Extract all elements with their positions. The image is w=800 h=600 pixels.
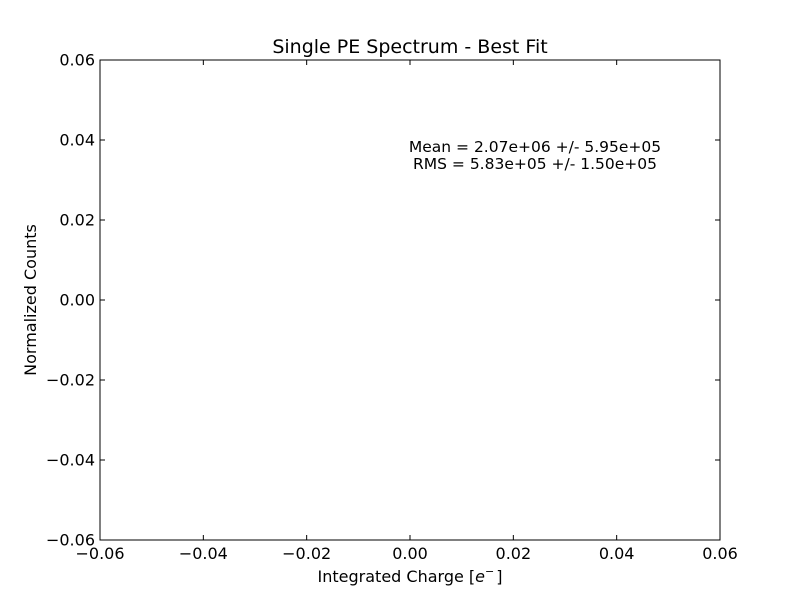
y-axis-ticks (100, 59, 720, 541)
plot-area (99, 59, 721, 541)
x-tick-label: −0.06 (75, 544, 124, 563)
x-tick-label: −0.04 (179, 544, 228, 563)
x-axis-label-superscript: − (485, 565, 494, 578)
chart-title: Single PE Spectrum - Best Fit (272, 36, 547, 58)
y-tick-label: −0.02 (46, 371, 95, 390)
x-axis-label: Integrated Charge [e−] (318, 565, 503, 586)
x-tick-label: 0.06 (702, 544, 738, 563)
x-axis-tick-labels: −0.06 −0.04 −0.02 0.00 0.02 0.04 0.06 (75, 544, 737, 563)
x-tick-label: 0.00 (392, 544, 428, 563)
x-axis-label-text: Integrated Charge [ (318, 567, 476, 586)
x-axis-ticks (99, 60, 721, 540)
x-tick-label: 0.04 (599, 544, 635, 563)
y-tick-label: −0.06 (46, 531, 95, 550)
x-tick-label: 0.02 (496, 544, 532, 563)
y-tick-label: 0.02 (59, 211, 95, 230)
annotation-rms: RMS = 5.83e+05 +/- 1.50e+05 (413, 155, 657, 173)
y-tick-label: 0.00 (59, 291, 95, 310)
x-axis-label-symbol: e (475, 567, 485, 586)
x-tick-label: −0.02 (282, 544, 331, 563)
y-tick-label: 0.06 (59, 51, 95, 70)
y-tick-label: −0.04 (46, 451, 95, 470)
y-tick-label: 0.04 (59, 131, 95, 150)
x-axis-label-suffix: ] (496, 567, 502, 586)
annotation-mean: Mean = 2.07e+06 +/- 5.95e+05 (409, 138, 661, 156)
y-axis-label: Normalized Counts (21, 224, 40, 376)
y-axis-tick-labels: −0.06 −0.04 −0.02 0.00 0.02 0.04 0.06 (46, 51, 95, 550)
